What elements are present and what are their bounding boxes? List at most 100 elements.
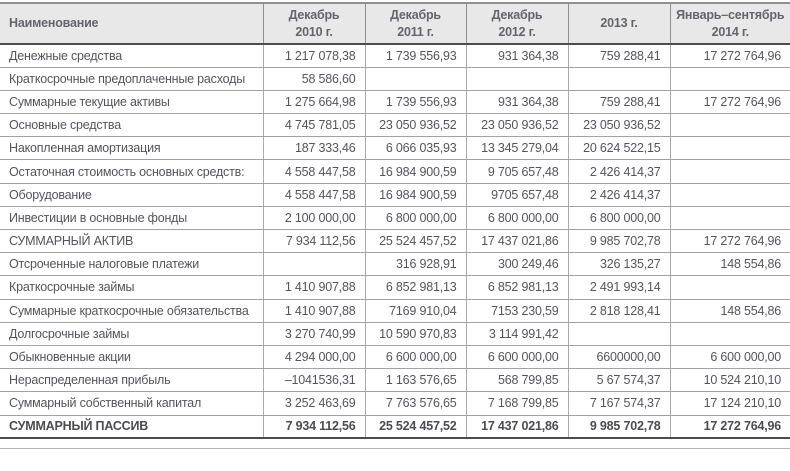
row-label: Нераспределенная прибыль xyxy=(0,368,263,393)
cell-value: 326 135,27 xyxy=(567,252,670,277)
cell-value: 23 050 936,52 xyxy=(567,113,670,138)
cell-value: 1 739 556,93 xyxy=(364,44,466,68)
cell-value: 9 985 702,78 xyxy=(567,415,670,440)
cell-value: 3 270 740,99 xyxy=(262,322,365,346)
cell-value: 931 364,38 xyxy=(465,44,568,68)
cell-value: 1 410 907,88 xyxy=(262,299,365,323)
row-label: Суммарный собственный капитал xyxy=(0,391,263,416)
table-row: Инвестиции в основные фонды 2 100 000,00… xyxy=(0,206,790,231)
cell-value: 6 600 000,00 xyxy=(669,345,790,370)
cell-value: 759 288,41 xyxy=(567,44,670,68)
row-label: Инвестиции в основные фонды xyxy=(0,206,263,231)
cell-value: 568 799,85 xyxy=(465,368,568,393)
cell-value xyxy=(567,67,670,91)
cell-value: 6 800 000,00 xyxy=(567,206,670,231)
row-label: Накопленная амортизация xyxy=(0,136,263,161)
cell-value: 17 272 764,96 xyxy=(669,44,790,68)
cell-value: 4 558 447,58 xyxy=(262,183,365,207)
cell-value: 148 554,86 xyxy=(669,299,790,323)
cell-value xyxy=(669,113,790,138)
cell-value: 7 763 576,65 xyxy=(364,391,466,416)
cell-value xyxy=(465,67,568,91)
table-body: Денежные средства 1 217 078,38 1 739 556… xyxy=(0,44,790,440)
row-label: СУММАРНЫЙ АКТИВ xyxy=(0,229,263,254)
cell-value: 6 800 000,00 xyxy=(465,206,568,231)
cell-value: 148 554,86 xyxy=(669,252,790,277)
row-label: Краткосрочные предоплаченные расходы xyxy=(0,67,263,91)
cell-value: 6 852 981,13 xyxy=(465,275,568,300)
cell-value: 9 705 657,48 xyxy=(465,159,568,184)
financial-table: Наименование Декабрь 2010 г. Декабрь 201… xyxy=(0,2,790,440)
cell-value: 6 852 981,13 xyxy=(364,275,466,300)
cell-value xyxy=(669,322,790,346)
column-header-dec-2011: Декабрь 2011 г. xyxy=(364,2,466,45)
cell-value xyxy=(669,67,790,91)
row-label: Краткосрочные займы xyxy=(0,275,263,300)
column-header-dec-2012: Декабрь 2012 г. xyxy=(465,2,568,45)
table-row: Отсроченные налоговые платежи 316 928,91… xyxy=(0,252,790,277)
cell-value: 6 800 000,00 xyxy=(364,206,466,231)
cell-value: –1041536,31 xyxy=(262,368,365,393)
cell-value: 7 167 574,37 xyxy=(567,391,670,416)
table-row: Оборудование 4 558 447,58 16 984 900,59 … xyxy=(0,183,790,207)
table-row: Суммарный собственный капитал 3 252 463,… xyxy=(0,391,790,416)
cell-value: 1 163 576,65 xyxy=(364,368,466,393)
cell-value: 7 168 799,85 xyxy=(465,391,568,416)
column-header-2013: 2013 г. xyxy=(567,2,670,45)
cell-value: 2 100 000,00 xyxy=(262,206,365,231)
column-header-name: Наименование xyxy=(0,2,263,45)
cell-value: 25 524 457,52 xyxy=(364,229,466,254)
cell-value: 7 934 112,56 xyxy=(262,229,365,254)
table-row: Основные средства 4 745 781,05 23 050 93… xyxy=(0,113,790,138)
cell-value xyxy=(669,136,790,161)
cell-value: 2 426 414,37 xyxy=(567,159,670,184)
cell-value: 4 294 000,00 xyxy=(262,345,365,370)
bottom-rule xyxy=(0,448,790,450)
cell-value: 9 985 702,78 xyxy=(567,229,670,254)
cell-value: 187 333,46 xyxy=(262,136,365,161)
row-label: Оборудование xyxy=(0,183,263,207)
cell-value: 10 524 210,10 xyxy=(669,368,790,393)
cell-value: 17 272 764,96 xyxy=(669,90,790,115)
cell-value xyxy=(669,275,790,300)
row-label: СУММАРНЫЙ ПАССИВ xyxy=(0,415,263,440)
cell-value xyxy=(669,159,790,184)
cell-value: 1 217 078,38 xyxy=(262,44,365,68)
table-row: Нераспределенная прибыль –1041536,31 1 1… xyxy=(0,368,790,393)
table-row: Долгосрочные займы 3 270 740,99 10 590 9… xyxy=(0,322,790,346)
cell-value: 300 249,46 xyxy=(465,252,568,277)
cell-value: 17 272 764,96 xyxy=(669,415,790,440)
cell-value: 2 818 128,41 xyxy=(567,299,670,323)
cell-value: 1 410 907,88 xyxy=(262,275,365,300)
table-header-row: Наименование Декабрь 2010 г. Декабрь 201… xyxy=(0,2,790,45)
cell-value: 2 426 414,37 xyxy=(567,183,670,207)
table-row: Накопленная амортизация 187 333,46 6 066… xyxy=(0,136,790,161)
cell-value: 7153 230,59 xyxy=(465,299,568,323)
cell-value: 1 739 556,93 xyxy=(364,90,466,115)
row-label: Остаточная стоимость основных средств: xyxy=(0,159,263,184)
cell-value: 10 590 970,83 xyxy=(364,322,466,346)
cell-value: 17 124 210,10 xyxy=(669,391,790,416)
cell-value: 25 524 457,52 xyxy=(364,415,466,440)
cell-value: 4 558 447,58 xyxy=(262,159,365,184)
cell-value: 17 437 021,86 xyxy=(465,229,568,254)
row-label: Обыкновенные акции xyxy=(0,345,263,370)
cell-value: 6 600 000,00 xyxy=(364,345,466,370)
row-label: Суммарные текущие активы xyxy=(0,90,263,115)
table-row: Суммарные краткосрочные обязательства 1 … xyxy=(0,299,790,323)
cell-value: 17 272 764,96 xyxy=(669,229,790,254)
table-row: Краткосрочные займы 1 410 907,88 6 852 9… xyxy=(0,275,790,300)
cell-value: 316 928,91 xyxy=(364,252,466,277)
row-label: Суммарные краткосрочные обязательства xyxy=(0,299,263,323)
column-header-dec-2010: Декабрь 2010 г. xyxy=(262,2,365,45)
cell-value xyxy=(669,183,790,207)
cell-value: 3 114 991,42 xyxy=(465,322,568,346)
cell-value: 58 586,60 xyxy=(262,67,365,91)
table-row: Обыкновенные акции 4 294 000,00 6 600 00… xyxy=(0,345,790,370)
cell-value: 759 288,41 xyxy=(567,90,670,115)
cell-value: 20 624 522,15 xyxy=(567,136,670,161)
row-label: Отсроченные налоговые платежи xyxy=(0,252,263,277)
cell-value: 3 252 463,69 xyxy=(262,391,365,416)
cell-value: 6 066 035,93 xyxy=(364,136,466,161)
